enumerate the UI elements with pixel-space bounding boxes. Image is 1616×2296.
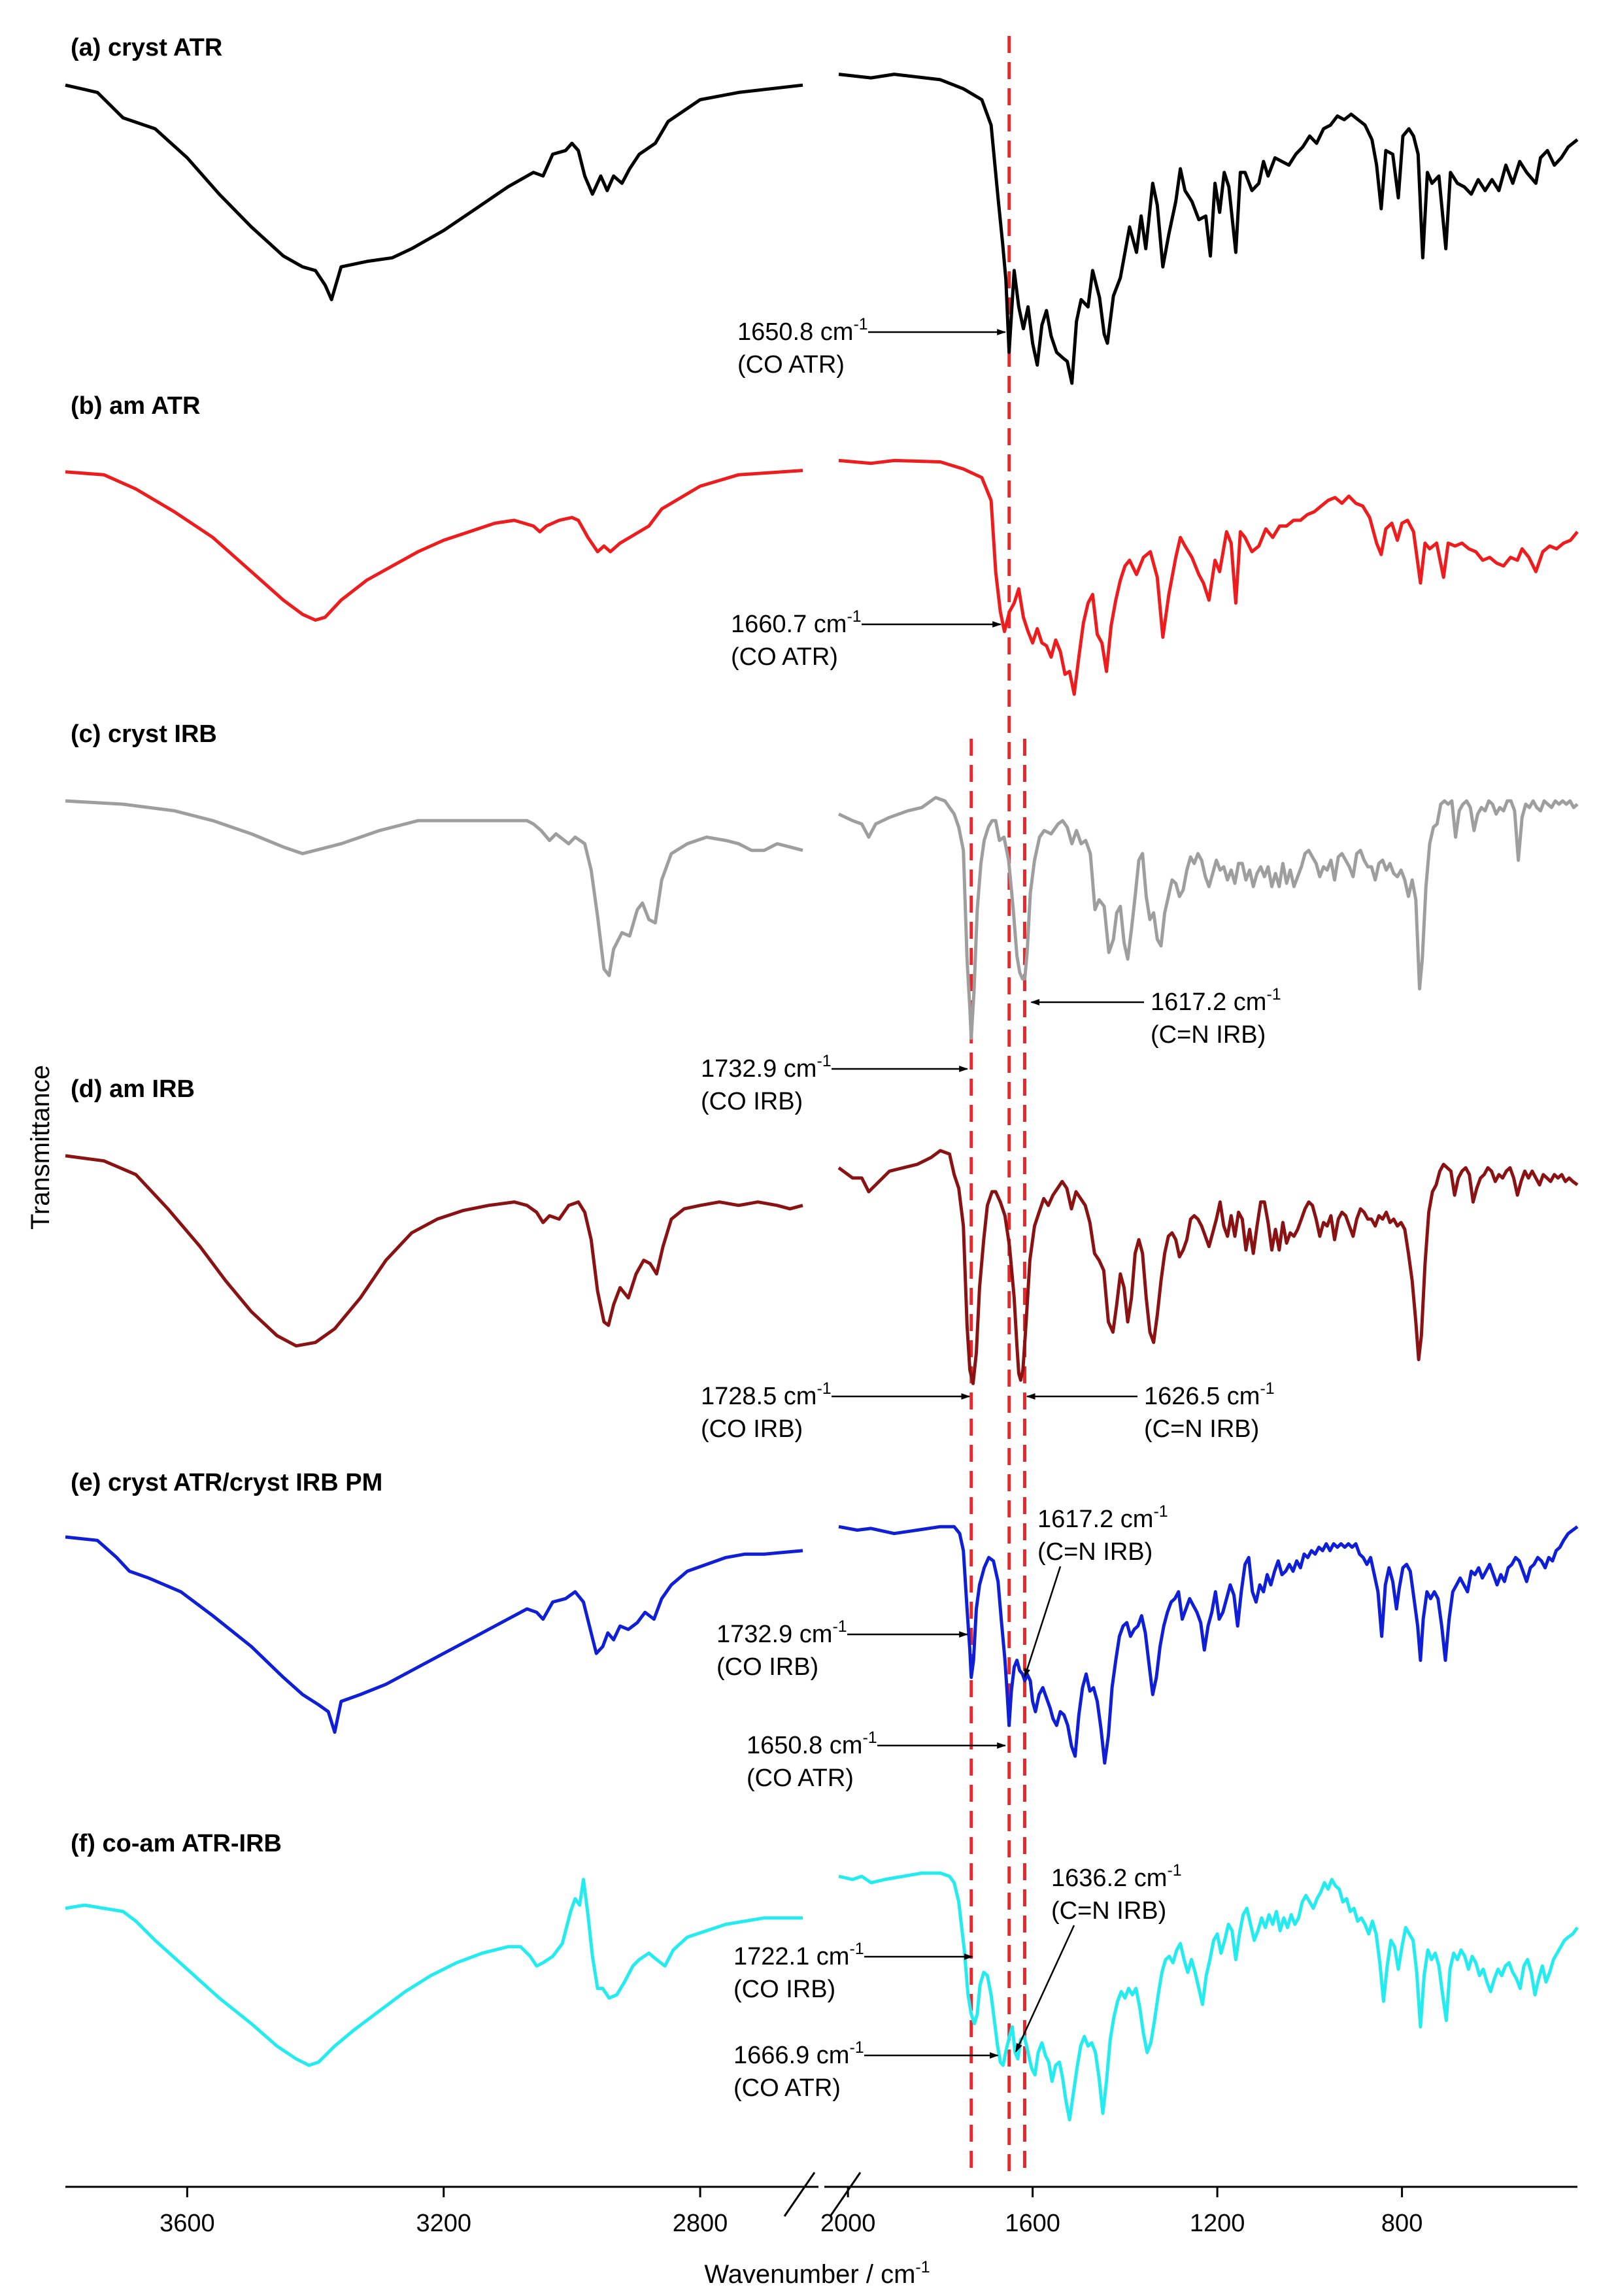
peak-annotation-11: 1722.1 cm-1 (CO IRB) bbox=[733, 1940, 973, 2003]
peak-annotation-4: 1732.9 cm-1 (CO IRB) bbox=[701, 1052, 969, 1115]
panel-title-4: (d) am IRB bbox=[71, 1075, 195, 1103]
spectrum-1-right bbox=[838, 73, 1579, 385]
spectrum-5-right bbox=[838, 1525, 1579, 1765]
spectrum-6-right bbox=[838, 1871, 1579, 2121]
spectrum-6-left bbox=[65, 1878, 803, 2067]
panel-titles: (a) cryst ATR (b) am ATR (c) cryst IRB (d) … bbox=[71, 34, 382, 1857]
y-axis-label: Transmittance bbox=[26, 1065, 55, 1230]
annotation-wavenumber: 1728.5 cm-1 bbox=[701, 1379, 832, 1410]
x-tick-label: 2000 bbox=[820, 2210, 876, 2237]
peak-annotation-5: 1728.5 cm-1 (CO IRB) bbox=[701, 1379, 971, 1443]
peak-annotation-7: 1617.2 cm-1 (C=N IRB) bbox=[1024, 1502, 1168, 1678]
annotation-assignment: (CO IRB) bbox=[716, 1653, 818, 1681]
reference-lines bbox=[969, 36, 1026, 2177]
annotation-assignment: (CO IRB) bbox=[733, 1976, 835, 2003]
annotation-assignment: (CO ATR) bbox=[737, 351, 845, 379]
x-tick-label: 1200 bbox=[1190, 2210, 1245, 2237]
annotation-assignment: (CO ATR) bbox=[747, 1764, 854, 1792]
annotation-assignment: (CO ATR) bbox=[733, 2074, 841, 2102]
peak-annotation-2: 1660.7 cm-1 (CO ATR) bbox=[731, 607, 1002, 671]
annotation-wavenumber: 1650.8 cm-1 bbox=[747, 1729, 877, 1759]
annotation-wavenumber: 1626.5 cm-1 bbox=[1144, 1379, 1275, 1410]
annotation-assignment: (CO IRB) bbox=[701, 1088, 803, 1115]
panel-title-2: (b) am ATR bbox=[71, 392, 200, 420]
peak-annotation-3: 1617.2 cm-1 (C=N IRB) bbox=[1030, 985, 1281, 1049]
spectrum-3-right bbox=[837, 796, 1579, 1040]
annotation-wavenumber: 1650.8 cm-1 bbox=[737, 315, 868, 346]
annotation-assignment: (C=N IRB) bbox=[1051, 1897, 1166, 1925]
peak-annotation-6: 1626.5 cm-1 (C=N IRB) bbox=[1026, 1379, 1275, 1443]
panel-title-5: (e) cryst ATR/cryst IRB PM bbox=[71, 1469, 382, 1496]
annotation-assignment: (C=N IRB) bbox=[1037, 1538, 1153, 1566]
panel-title-3: (c) cryst IRB bbox=[71, 720, 217, 748]
x-tick-label: 3200 bbox=[416, 2210, 471, 2237]
x-axis: 3600 3200 2800 2000 1600 1200 800 bbox=[65, 2172, 1577, 2237]
spectrum-5-left bbox=[65, 1535, 803, 1734]
peak-annotation-12: 1666.9 cm-1 (CO ATR) bbox=[733, 2038, 999, 2102]
annotation-wavenumber: 1636.2 cm-1 bbox=[1051, 1861, 1182, 1892]
x-axis-label: Wavenumber / cm-1 bbox=[704, 2258, 930, 2289]
peak-annotation-9: 1650.8 cm-1 (CO ATR) bbox=[747, 1729, 1007, 1792]
annotation-assignment: (CO IRB) bbox=[701, 1415, 803, 1443]
spectrum-2-left bbox=[65, 469, 803, 622]
annotation-wavenumber: 1666.9 cm-1 bbox=[733, 2038, 864, 2069]
annotation-wavenumber: 1732.9 cm-1 bbox=[701, 1052, 832, 1083]
axis-break-mark-2 bbox=[829, 2172, 862, 2217]
peak-annotations: 1650.8 cm-1(CO ATR)1660.7 cm-1(CO ATR)16… bbox=[701, 315, 1281, 2102]
spectrum-4-left bbox=[65, 1154, 803, 1348]
annotation-wavenumber: 1722.1 cm-1 bbox=[733, 1940, 864, 1970]
spectrum-3-left bbox=[65, 799, 803, 977]
annotation-wavenumber: 1660.7 cm-1 bbox=[731, 607, 862, 638]
spectrum-4-right bbox=[837, 1149, 1579, 1385]
x-tick-label: 800 bbox=[1381, 2210, 1422, 2237]
annotation-arrow bbox=[1024, 1566, 1062, 1678]
annotation-arrow bbox=[1015, 1925, 1075, 2053]
axis-break-mark-1 bbox=[783, 2172, 816, 2217]
x-tick-label: 3600 bbox=[160, 2210, 215, 2237]
annotation-wavenumber: 1732.9 cm-1 bbox=[716, 1617, 847, 1648]
peak-annotation-1: 1650.8 cm-1 (CO ATR) bbox=[737, 315, 1007, 379]
panel-title-6: (f) co-am ATR-IRB bbox=[71, 1830, 282, 1857]
panel-title-1: (a) cryst ATR bbox=[71, 34, 222, 61]
annotation-wavenumber: 1617.2 cm-1 bbox=[1037, 1502, 1168, 1533]
annotation-assignment: (C=N IRB) bbox=[1151, 1021, 1266, 1049]
spectrum-2-right bbox=[838, 458, 1579, 696]
x-tick-label: 2800 bbox=[673, 2210, 728, 2237]
annotation-assignment: (C=N IRB) bbox=[1144, 1415, 1259, 1443]
spectra-group bbox=[65, 73, 1579, 2121]
annotation-wavenumber: 1617.2 cm-1 bbox=[1151, 985, 1281, 1016]
peak-annotation-10: 1636.2 cm-1 (C=N IRB) bbox=[1015, 1861, 1182, 2053]
spectrum-1-left bbox=[65, 83, 803, 301]
peak-annotation-8: 1732.9 cm-1 (CO IRB) bbox=[716, 1617, 969, 1681]
annotation-assignment: (CO ATR) bbox=[731, 643, 838, 671]
x-tick-label: 1600 bbox=[1005, 2210, 1060, 2237]
